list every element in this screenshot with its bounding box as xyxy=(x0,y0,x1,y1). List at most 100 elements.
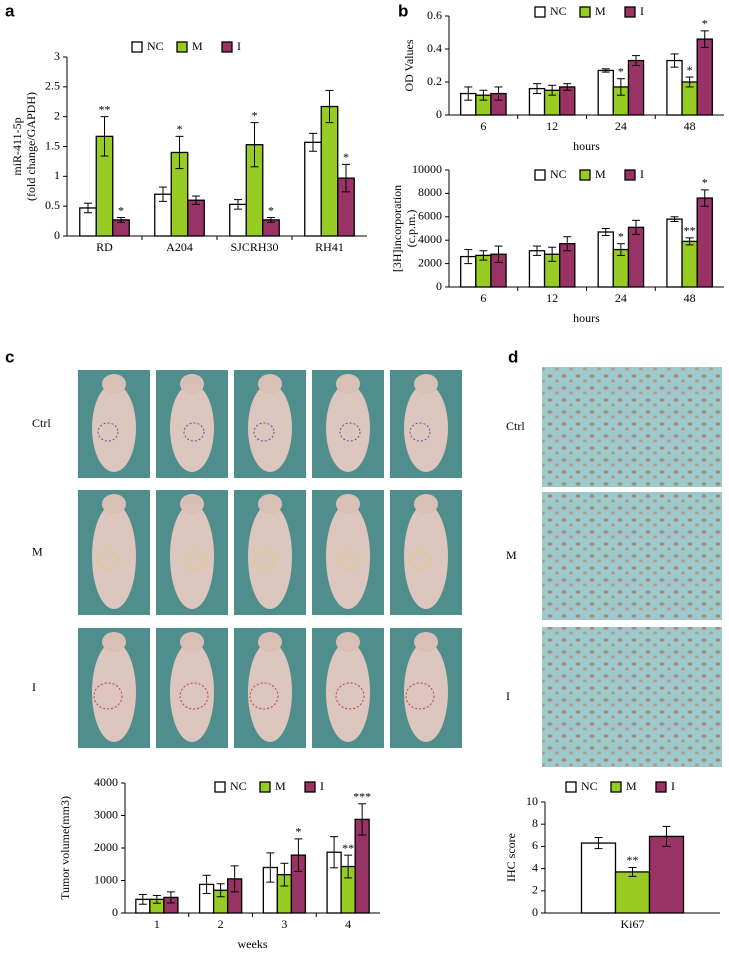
error-bar xyxy=(152,894,161,904)
y-tick-label: 8 xyxy=(532,816,538,830)
bar xyxy=(681,240,698,288)
y-tick-label: 2.5 xyxy=(45,79,60,93)
legend-label: NC xyxy=(147,39,164,53)
error-bar xyxy=(494,86,503,101)
mouse-head xyxy=(414,494,438,514)
error-bar xyxy=(202,874,211,894)
error-bar xyxy=(700,189,709,207)
y-tick-label: 1 xyxy=(54,168,60,182)
y-tick-label: 1.5 xyxy=(45,138,60,152)
y-tick-label: 10000 xyxy=(412,162,442,176)
y-axis-label: (c.p.m.) xyxy=(404,210,418,248)
y-tick-label: 0.6 xyxy=(427,8,442,22)
legend-label: NC xyxy=(230,779,247,793)
y-tick-label: 0.4 xyxy=(427,41,442,55)
legend-swatch xyxy=(655,781,667,793)
x-tick-label: SJCRH30 xyxy=(230,240,278,254)
error-bar xyxy=(344,854,353,879)
legend-swatch xyxy=(131,41,143,53)
row-label: Ctrl xyxy=(32,416,51,430)
y-tick-label: 4 xyxy=(532,860,538,874)
x-tick-label: 1 xyxy=(154,917,160,931)
bar xyxy=(666,59,683,116)
mouse-head xyxy=(258,374,282,394)
significance-marker: * xyxy=(295,825,301,839)
significance-marker: * xyxy=(177,122,183,136)
significance-marker: * xyxy=(252,108,258,122)
error-bar xyxy=(685,76,694,88)
tumor-outline xyxy=(253,551,275,570)
significance-marker: * xyxy=(118,203,124,217)
error-bar xyxy=(594,837,603,850)
bar xyxy=(528,250,546,288)
tumor-outline xyxy=(339,551,361,570)
mouse-head xyxy=(414,374,438,394)
y-tick-label: 0 xyxy=(54,228,60,242)
error-bar xyxy=(563,83,572,91)
mouse-head xyxy=(414,632,438,652)
y-tick-label: 0 xyxy=(436,107,442,121)
legend-swatch xyxy=(534,169,546,181)
y-axis-label: Tumor volume(mm3) xyxy=(58,796,72,900)
x-tick-label: 2 xyxy=(218,917,224,931)
legend-label: NC xyxy=(581,779,598,793)
bar xyxy=(666,218,683,288)
y-axis-label: (fold change/GAPDH) xyxy=(24,92,38,201)
error-bar xyxy=(100,116,109,157)
mouse-body xyxy=(404,384,448,472)
error-bar xyxy=(216,883,225,898)
error-bar xyxy=(117,217,125,223)
x-tick-label: 4 xyxy=(345,917,351,931)
error-bar xyxy=(632,55,640,66)
legend-swatch xyxy=(534,6,546,18)
mouse-head xyxy=(258,494,282,514)
significance-marker: ** xyxy=(684,224,696,238)
error-bar xyxy=(616,78,625,96)
error-bar xyxy=(166,891,175,904)
x-tick-label: 24 xyxy=(615,119,627,133)
significance-marker: * xyxy=(618,229,624,243)
panel-letter: c xyxy=(5,347,14,366)
tumor-outline xyxy=(183,422,205,442)
significance-marker: * xyxy=(702,17,708,31)
significance-marker: * xyxy=(343,150,349,164)
mouse-head xyxy=(180,632,204,652)
y-tick-label: 4000 xyxy=(418,232,442,246)
mouse-head xyxy=(102,374,126,394)
legend-swatch xyxy=(624,169,636,181)
tumor-outline xyxy=(97,422,119,442)
mouse-body xyxy=(248,384,292,472)
legend-label: I xyxy=(671,779,675,793)
y-tick-label: 2 xyxy=(532,883,538,897)
legend-swatch xyxy=(214,781,226,793)
ihc-image xyxy=(542,492,722,620)
tumor-outline xyxy=(409,551,431,570)
legend-swatch xyxy=(176,41,188,53)
error-bar xyxy=(294,838,303,872)
mouse-body xyxy=(170,384,214,472)
x-tick-label: Ki67 xyxy=(621,917,645,931)
error-bar xyxy=(533,245,541,256)
legend-swatch xyxy=(579,6,591,18)
legend-swatch xyxy=(624,6,636,18)
y-axis-label: OD Values xyxy=(402,39,416,91)
x-axis-label: hours xyxy=(573,139,600,153)
legend-label: I xyxy=(640,4,644,18)
y-tick-label: 4000 xyxy=(94,775,118,789)
legend-label: M xyxy=(595,167,606,181)
significance-marker: * xyxy=(618,64,624,78)
error-bar xyxy=(563,236,572,252)
y-tick-label: 3 xyxy=(54,49,60,63)
mouse-body xyxy=(326,642,370,742)
bar xyxy=(597,69,614,116)
error-bar xyxy=(84,202,92,214)
x-tick-label: 48 xyxy=(684,119,696,133)
error-bar xyxy=(280,862,289,887)
error-bar xyxy=(494,245,503,263)
x-tick-label: 6 xyxy=(480,119,486,133)
error-bar xyxy=(533,83,541,95)
error-bar xyxy=(670,53,679,68)
error-bar xyxy=(138,893,147,905)
legend-swatch xyxy=(610,781,622,793)
y-tick-label: 1000 xyxy=(94,872,118,886)
